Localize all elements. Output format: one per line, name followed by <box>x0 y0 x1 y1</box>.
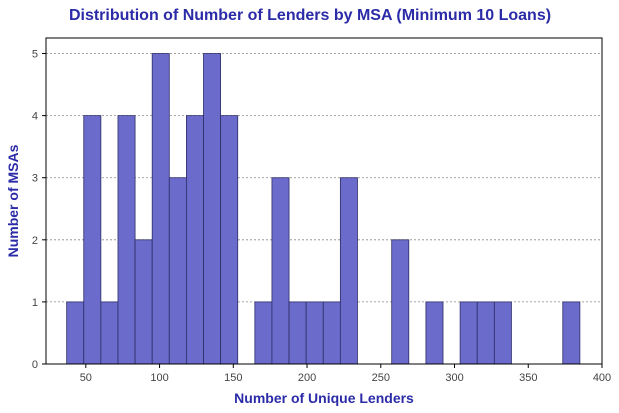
x-tick-label: 250 <box>372 372 390 384</box>
histogram-bar-6 <box>168 177 187 365</box>
histogram-bar-7 <box>186 115 204 365</box>
histogram-bar-0 <box>66 301 85 365</box>
x-axis-ticks: 50 100 150 200 250 300 350 400 <box>80 364 611 384</box>
y-tick-label: 3 <box>32 173 38 185</box>
histogram-bar-3 <box>117 115 136 365</box>
histogram-bar-19 <box>391 239 410 365</box>
histogram-bar-16 <box>339 177 358 365</box>
x-tick-label: 300 <box>445 372 463 384</box>
histogram-bar-9 <box>220 115 239 365</box>
y-tick-label: 4 <box>32 111 38 123</box>
x-tick-label: 200 <box>298 372 316 384</box>
histogram-bar-4 <box>134 239 153 365</box>
y-tick-label: 2 <box>32 235 38 247</box>
y-tick-label: 1 <box>32 297 38 309</box>
histogram-bar-25 <box>493 301 512 365</box>
y-axis-label: Number of MSAs <box>5 144 21 257</box>
histogram-bar-21 <box>425 301 444 365</box>
bars <box>66 53 581 365</box>
histogram-bar-14 <box>305 301 324 365</box>
histogram-bar-24 <box>476 301 495 365</box>
histogram-bar-2 <box>100 301 119 365</box>
y-tick-label: 0 <box>32 359 38 371</box>
x-tick-label: 100 <box>150 372 168 384</box>
histogram-bar-5 <box>151 53 170 365</box>
histogram-bar-8 <box>203 53 222 365</box>
x-axis-label: Number of Unique Lenders <box>234 390 414 406</box>
plot-frame <box>45 37 603 365</box>
histogram-bar-11 <box>254 301 273 365</box>
histogram-bar-29 <box>562 301 581 365</box>
histogram-bar-1 <box>83 115 102 365</box>
x-tick-label: 350 <box>519 372 537 384</box>
histogram-bar-15 <box>322 301 341 365</box>
histogram-bar-23 <box>459 301 478 365</box>
x-tick-label: 400 <box>593 372 611 384</box>
x-tick-label: 150 <box>224 372 242 384</box>
x-tick-label: 50 <box>80 372 92 384</box>
y-axis-ticks: 0 1 2 3 4 5 <box>32 49 46 371</box>
histogram-bar-13 <box>288 301 307 365</box>
y-tick-label: 5 <box>32 49 38 61</box>
histogram-bar-12 <box>271 177 290 365</box>
chart-title: Distribution of Number of Lenders by MSA… <box>69 7 551 24</box>
